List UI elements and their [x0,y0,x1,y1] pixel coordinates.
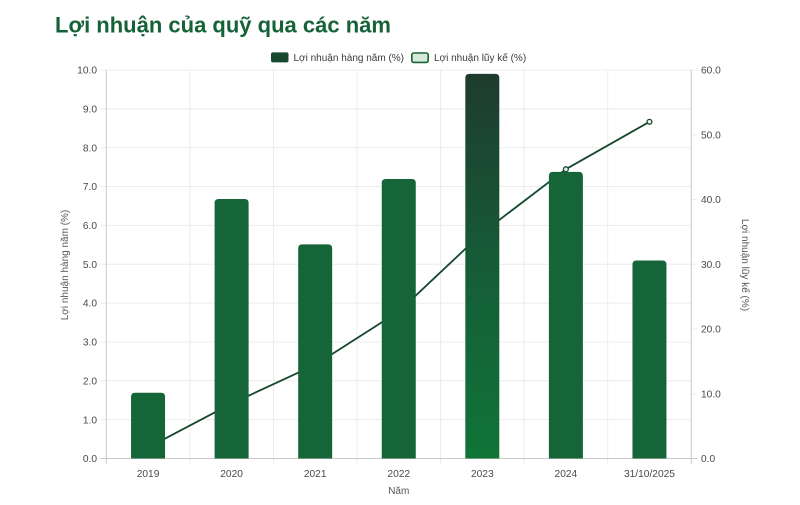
svg-text:4.0: 4.0 [83,299,97,310]
svg-text:2023: 2023 [471,469,494,480]
svg-text:20.0: 20.0 [701,325,721,336]
svg-text:50.0: 50.0 [701,130,721,141]
svg-text:60.0: 60.0 [701,66,721,77]
svg-text:Lợi nhuận hàng năm (%): Lợi nhuận hàng năm (%) [294,53,405,64]
svg-text:5.0: 5.0 [83,260,97,271]
svg-text:Năm: Năm [388,486,409,497]
svg-text:2.0: 2.0 [83,376,97,387]
svg-text:8.0: 8.0 [83,143,97,154]
svg-text:7.0: 7.0 [83,182,97,193]
svg-text:Lợi nhuận lũy kế (%): Lợi nhuận lũy kế (%) [434,52,526,64]
svg-text:1.0: 1.0 [83,415,97,426]
svg-text:0.0: 0.0 [701,454,715,465]
svg-text:2022: 2022 [387,469,410,480]
svg-text:6.0: 6.0 [83,221,97,232]
svg-text:10.0: 10.0 [701,389,721,400]
svg-text:3.0: 3.0 [83,338,97,349]
svg-text:Lợi nhuận lũy kế (%): Lợi nhuận lũy kế (%) [739,219,751,311]
svg-text:30.0: 30.0 [701,260,721,271]
svg-text:Lợi nhuận hàng năm (%): Lợi nhuận hàng năm (%) [60,210,71,321]
svg-text:Lợi nhuận của quỹ qua các năm: Lợi nhuận của quỹ qua các năm [55,13,391,38]
svg-text:2021: 2021 [304,469,327,480]
svg-text:2024: 2024 [555,469,578,480]
svg-text:10.0: 10.0 [77,66,97,77]
svg-text:2020: 2020 [220,469,243,480]
svg-text:2019: 2019 [137,469,160,480]
svg-text:9.0: 9.0 [83,104,97,115]
svg-text:0.0: 0.0 [83,454,97,465]
svg-text:31/10/2025: 31/10/2025 [624,469,675,480]
svg-text:40.0: 40.0 [701,195,721,206]
